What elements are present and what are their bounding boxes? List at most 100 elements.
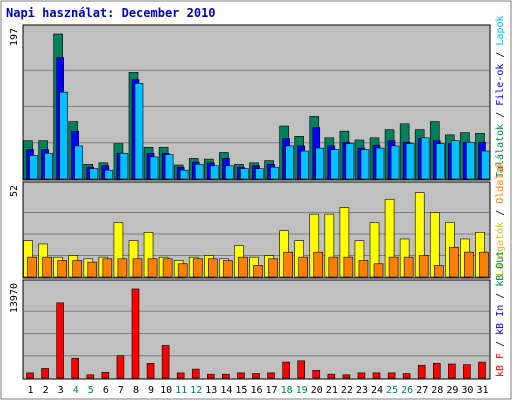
bar-lapok (315, 147, 325, 180)
ymax-label-middle: 52 (9, 185, 20, 197)
bar-lapok (300, 150, 309, 180)
x-tick-label: 21 (326, 385, 338, 396)
bar-oldalak (283, 251, 293, 278)
x-tick-label: 29 (446, 385, 458, 396)
x-tick-label: 6 (103, 385, 109, 396)
bar-kbf (267, 372, 275, 379)
bar-oldalak (223, 260, 233, 278)
bar-oldalak (343, 256, 354, 278)
bar-kbf (297, 360, 305, 379)
bar-kbf (116, 355, 125, 379)
x-tick-label: 20 (311, 385, 323, 396)
legend-entry: / (495, 204, 506, 222)
bar-oldalak (87, 261, 98, 278)
bar-lapok (451, 140, 460, 180)
bar-kbf (191, 368, 200, 379)
bar-oldalak (328, 256, 339, 278)
x-tick-label: 7 (118, 385, 124, 396)
bar-kbf (41, 368, 49, 379)
bar-kbf (71, 357, 80, 379)
bar-oldalak (147, 258, 158, 278)
bar-oldalak (162, 258, 173, 278)
bar-oldalak (238, 256, 248, 278)
bar-kbf (56, 302, 64, 379)
bar-lapok (360, 149, 370, 180)
bar-oldalak (132, 258, 143, 278)
bar-kbf (86, 374, 95, 379)
bar-kbf (222, 373, 230, 379)
bar-lapok (194, 163, 204, 180)
bar-kbf (402, 373, 411, 379)
bar-lapok (74, 145, 84, 180)
panel-bottom (22, 279, 491, 380)
x-tick-label: 9 (148, 385, 154, 396)
bar-oldalak (42, 256, 52, 278)
legend-entry: Oldalak (495, 162, 506, 204)
x-tick-label: 24 (371, 385, 383, 396)
bar-oldalak (253, 265, 263, 278)
bar-oldalak (192, 258, 203, 278)
bar-kbf (432, 363, 441, 379)
x-tick-label: 4 (73, 385, 79, 396)
bar-oldalak (72, 260, 83, 278)
bar-kbf (463, 364, 471, 379)
bar-lapok (435, 143, 445, 180)
bar-kbf (207, 373, 215, 379)
x-tick-label: 15 (235, 385, 247, 396)
bar-lapok (466, 141, 475, 180)
legend-entry: Lapok (495, 15, 506, 45)
x-tick-label: 3 (58, 385, 64, 396)
bar-oldalak (479, 251, 489, 278)
x-tick-label: 10 (160, 385, 172, 396)
bar-lapok (119, 152, 129, 180)
bar-kbf (282, 361, 290, 379)
bar-lapok (330, 149, 340, 180)
legend-entry: / (495, 106, 506, 124)
bar-oldalak (418, 255, 429, 278)
x-tick-label: 26 (401, 385, 413, 396)
legend-entry: kB In (495, 305, 506, 335)
x-tick-label: 12 (190, 385, 202, 396)
bar-lapok (134, 83, 144, 180)
bar-oldalak (358, 260, 369, 278)
bar-lapok (270, 166, 279, 180)
legend-entry: File-ok (495, 64, 506, 106)
x-tick-label: 31 (476, 385, 488, 396)
bar-kbf (237, 372, 245, 379)
x-tick-label: 22 (341, 385, 353, 396)
bar-kbf (357, 372, 366, 379)
bar-lapok (164, 154, 174, 180)
bar-lapok (255, 168, 264, 180)
x-tick-label: 18 (281, 385, 293, 396)
legend-top: Találatok / File-ok / Lapok (494, 15, 506, 178)
x-tick-label: 1 (28, 385, 34, 396)
bar-kbf (478, 361, 486, 379)
bar-lapok (481, 150, 490, 180)
bar-kbf (146, 363, 155, 379)
bar-lapok (285, 145, 294, 180)
bar-kbf (26, 372, 34, 379)
bar-kbf (131, 288, 140, 379)
bar-lapok (240, 168, 249, 180)
bar-lapok (345, 143, 355, 180)
x-tick-label: 11 (175, 385, 187, 396)
chart-title: Napi használat: December 2010 (6, 6, 216, 20)
bar-oldalak (449, 246, 459, 278)
bar-oldalak (57, 260, 67, 278)
bar-lapok (375, 147, 385, 180)
bar-oldalak (117, 258, 128, 278)
legend-entry: / (495, 335, 506, 353)
bar-lapok (59, 91, 68, 180)
bar-kbf (161, 345, 170, 379)
bar-oldalak (373, 263, 384, 278)
bar-kbf (176, 372, 185, 379)
bar-kbf (312, 370, 321, 379)
legend-entry: kB F (495, 353, 506, 377)
bar-oldalak (27, 256, 37, 278)
bar-oldalak (298, 256, 308, 278)
bar-oldalak (268, 258, 278, 278)
x-tick-label: 27 (416, 385, 428, 396)
bar-lapok (210, 165, 219, 180)
